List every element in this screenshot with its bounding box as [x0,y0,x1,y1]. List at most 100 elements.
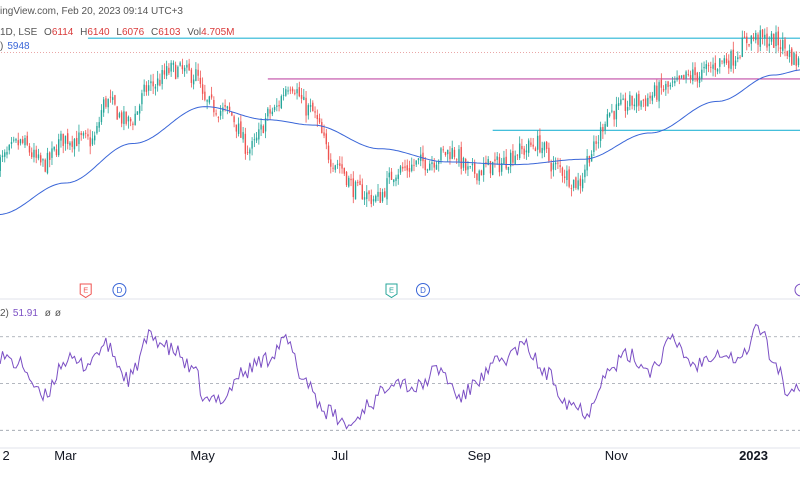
candle-body-285 [638,93,640,106]
candle-body-191 [426,169,429,171]
candle-body-182 [406,165,408,171]
candle-body-345 [773,33,775,48]
candle-body-354 [793,52,795,65]
low-value: 6076 [121,27,145,38]
earnings-icon [385,283,398,299]
candle-body-124 [276,105,278,107]
candle-body-299 [669,84,672,87]
candle-body-176 [393,179,395,183]
candle-body-287 [642,99,645,101]
candle-body-140 [312,102,314,112]
candle-body-47 [102,99,105,113]
candle-body-163 [363,197,366,200]
candle-body-254 [568,169,570,187]
candle-body-61 [134,113,136,126]
candle-body-353 [791,48,793,65]
candle-body-205 [458,149,460,162]
horizontal-lines-layer [0,37,800,131]
candle-body-41 [89,137,91,147]
candle-body-203 [453,149,456,157]
candle-body-275 [615,104,618,120]
candle-body-28 [60,133,62,141]
candle-body-128 [285,89,287,96]
candle-body-70 [154,86,157,89]
candle-body-207 [462,157,465,168]
candle-body-88 [195,69,197,81]
candle-body-310 [694,67,696,76]
candle-body-236 [527,140,530,153]
candle-body-324 [725,58,728,64]
candle-body-1 [0,157,1,171]
candle-body-84 [186,64,188,68]
candle-body-286 [640,101,642,107]
candle-body-60 [132,123,134,125]
candle-body-93 [206,100,208,102]
candle-body-311 [696,72,699,82]
candle-body-233 [521,145,523,150]
ohlc-legend: 1D, LSE O6114 H6140 L6076 C6103 Vol4.705… [0,27,235,38]
candle-body-53 [116,106,118,120]
candle-body-229 [512,150,514,163]
candle-body-306 [685,71,687,79]
candle-body-326 [730,50,732,69]
candle-body-77 [170,62,172,72]
candle-body-327 [732,49,734,66]
candle-body-48 [105,98,107,107]
candle-body-147 [327,145,330,160]
candle-body-288 [644,98,647,107]
candle-body-125 [278,105,280,107]
candle-body-167 [372,199,375,202]
rsi-value: 51.91 [12,308,38,319]
candle-body-240 [536,135,539,150]
candle-body-68 [150,81,152,84]
candle-body-13 [26,135,28,145]
candle-body-66 [145,85,148,92]
volume-label: Vol [187,27,202,38]
candle-body-118 [262,125,265,134]
candle-body-42 [91,138,94,145]
event-marker-e-2: E [385,283,398,299]
candle-body-186 [415,160,417,165]
candle-body-289 [647,97,649,107]
candle-body-341 [764,34,766,39]
candle-body-337 [755,32,757,41]
candle-body-284 [635,94,638,107]
rsi-legend-prefix: 2) [0,308,9,319]
open-label: O [44,27,52,38]
candle-body-169 [377,191,379,197]
candle-body-315 [705,64,708,69]
candle-body-116 [258,129,260,140]
candle-body-192 [429,163,431,171]
ma-legend-prefix: ) [0,41,4,52]
candle-body-309 [692,69,694,81]
candle-body-199 [444,151,447,155]
candle-body-301 [674,80,676,84]
candle-body-52 [114,95,116,105]
candle-body-218 [487,159,489,166]
candle-body-101 [224,105,226,107]
candle-body-21 [44,159,46,172]
candle-body-2 [1,155,4,158]
candle-body-314 [703,66,705,69]
candle-body-201 [449,151,451,160]
candle-body-249 [557,162,559,164]
candle-body-106 [235,124,238,132]
candle-body-200 [447,149,449,155]
candle-body-339 [759,30,761,47]
candle-body-228 [509,152,512,167]
candle-body-80 [177,66,179,77]
dividend-icon [415,283,430,297]
rsi-line [0,323,800,430]
candle-body-305 [683,74,685,79]
candle-body-246 [550,162,552,172]
candle-body-292 [653,85,656,96]
candle-body-73 [161,70,163,84]
event-marker-d-1: D [112,283,127,297]
candle-body-302 [676,77,678,80]
candle-body-183 [408,168,411,172]
candle-body-242 [541,147,543,154]
candle-body-94 [208,96,211,103]
candle-body-328 [734,60,737,66]
